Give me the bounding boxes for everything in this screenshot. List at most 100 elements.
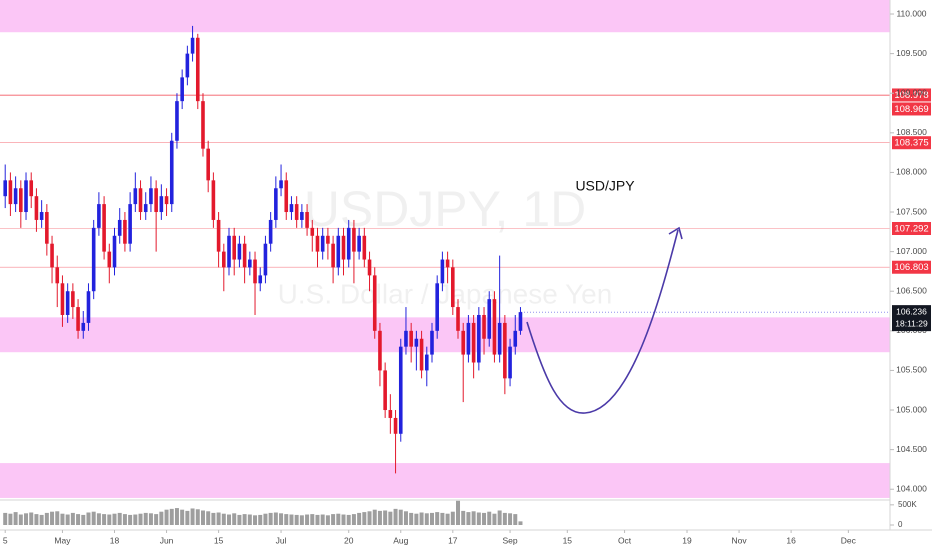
- candle-body: [175, 101, 179, 141]
- candle-body: [97, 204, 101, 228]
- candle-body: [216, 219, 221, 252]
- volume-bar: [289, 514, 294, 525]
- candle-body: [294, 204, 299, 220]
- watermark-symbol: USDJPY, 1D: [304, 181, 587, 237]
- y-tick-label: 110.000: [896, 8, 926, 18]
- volume-bar: [242, 514, 247, 525]
- candle-body: [123, 219, 127, 244]
- candle-body: [133, 188, 138, 205]
- candle-body: [29, 180, 34, 197]
- candle-body: [164, 196, 169, 205]
- volume-bar: [258, 514, 263, 525]
- volume-bar: [461, 510, 466, 525]
- volume-bar: [24, 513, 29, 525]
- candle-body: [367, 259, 372, 276]
- volume-bar: [102, 514, 107, 525]
- x-tick-label: 5: [3, 535, 8, 545]
- candle-body: [211, 180, 216, 220]
- candle-body: [279, 180, 283, 189]
- volume-bar: [482, 512, 487, 525]
- x-tick-label: 19: [682, 535, 692, 545]
- candle-body: [497, 322, 502, 355]
- candle-body: [492, 299, 497, 355]
- volume-bar: [128, 514, 133, 525]
- level-label-box: [892, 136, 931, 150]
- x-tick-label: 15: [563, 535, 573, 545]
- candle-body: [372, 275, 377, 331]
- x-tick-label: Jul: [276, 535, 287, 545]
- volume-bar: [331, 514, 336, 525]
- volume-bar: [456, 500, 461, 525]
- volume-bar: [65, 514, 70, 525]
- volume-bar: [112, 513, 117, 525]
- volume-bar: [221, 513, 226, 525]
- volume-bar: [466, 512, 471, 525]
- volume-bar: [8, 513, 13, 525]
- volume-bar: [148, 513, 153, 525]
- x-tick-label: Aug: [393, 535, 408, 545]
- candle-body: [477, 314, 481, 363]
- candle-body: [39, 212, 44, 220]
- y-tick-label: 106.500: [896, 285, 927, 295]
- candle-body: [169, 140, 174, 205]
- y-tick-label: 107.500: [896, 206, 927, 216]
- candle-body: [19, 188, 23, 213]
- volume-bar: [190, 508, 195, 525]
- candle-body: [138, 188, 143, 213]
- candle-body: [102, 204, 106, 252]
- volume-bar: [445, 513, 450, 525]
- volume-pane: [3, 500, 523, 525]
- volume-bar: [315, 514, 320, 525]
- candle-body: [471, 322, 476, 363]
- volume-bar: [320, 514, 325, 525]
- candle-body: [227, 235, 231, 268]
- volume-bar: [414, 513, 419, 525]
- candle-body: [34, 196, 39, 220]
- volume-bar: [18, 514, 23, 525]
- volume-bar: [232, 513, 237, 525]
- volume-bar: [159, 511, 164, 525]
- volume-bar: [185, 510, 190, 525]
- volume-bar: [372, 509, 377, 525]
- level-label-box: [892, 221, 931, 235]
- volume-bar: [487, 511, 492, 525]
- zone: [0, 463, 890, 498]
- candle-body: [289, 204, 294, 213]
- candle-body: [81, 322, 86, 331]
- candle-body: [482, 314, 486, 339]
- volume-bar: [279, 513, 284, 525]
- y-tick-label: 109.000: [896, 87, 927, 97]
- volume-bar: [206, 511, 211, 525]
- x-tick-label: Dec: [841, 535, 857, 545]
- candle-body: [149, 188, 153, 205]
- volume-bar: [398, 509, 403, 525]
- volume-bar: [247, 514, 252, 525]
- candle-body: [154, 188, 158, 213]
- volume-bar: [325, 515, 330, 525]
- candle-body: [284, 180, 289, 213]
- volume-bar: [200, 510, 205, 525]
- candle-body: [60, 283, 65, 315]
- volume-bar: [91, 511, 96, 525]
- volume-bar: [492, 513, 497, 525]
- volume-bar: [294, 514, 299, 525]
- candle-body: [65, 291, 70, 315]
- candle-body: [388, 410, 393, 418]
- candle-body: [45, 212, 49, 244]
- x-tick-label: 16: [786, 535, 796, 545]
- candle-body: [71, 291, 75, 308]
- x-tick-label: 18: [110, 535, 120, 545]
- volume-bar: [513, 514, 518, 525]
- volume-bar: [70, 512, 75, 525]
- y-tick-label: 105.000: [896, 404, 927, 414]
- candle-body: [159, 196, 164, 213]
- volume-bar: [518, 521, 523, 525]
- volume-bar: [174, 508, 179, 525]
- candle-body: [107, 251, 112, 268]
- volume-bar: [409, 512, 414, 525]
- y-tick-label: 104.000: [896, 483, 927, 493]
- candle-body: [263, 243, 268, 276]
- candle-body: [310, 227, 315, 236]
- volume-bar: [60, 513, 65, 525]
